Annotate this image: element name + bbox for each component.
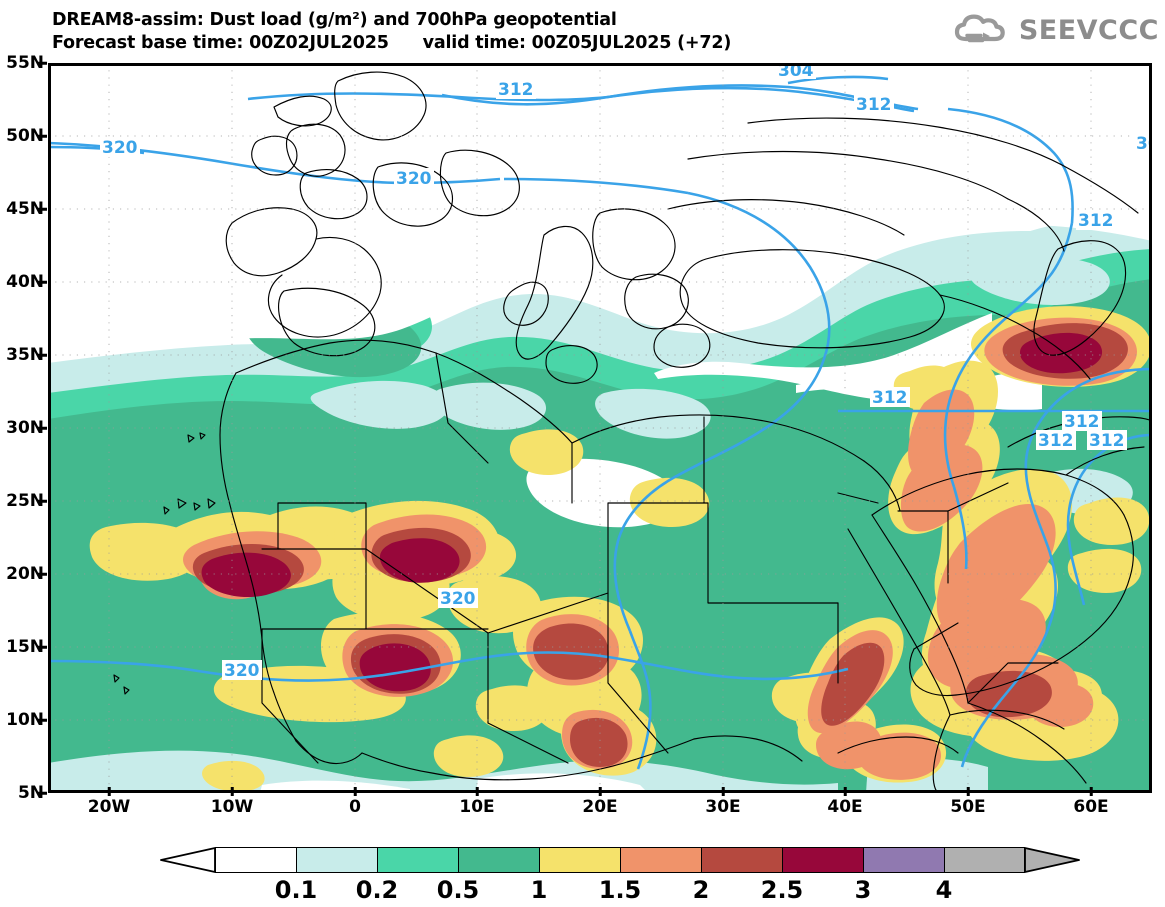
ytick-35N: 35N <box>6 345 44 365</box>
colorbar-tick-3: 3 <box>854 876 872 904</box>
svg-text:312: 312 <box>1038 431 1074 451</box>
colorbar-cell-8 <box>863 847 944 873</box>
colorbar-tick-2: 2 <box>692 876 710 904</box>
colorbar-tick-2.5: 2.5 <box>760 876 804 904</box>
colorbar-cell-0 <box>215 847 296 873</box>
colorbar-cell-4 <box>539 847 620 873</box>
svg-text:312: 312 <box>872 388 908 408</box>
xtick-10E: 10E <box>459 797 495 817</box>
time-line: Forecast base time: 00Z02JUL2025 valid ti… <box>52 32 731 55</box>
ytick-55N: 55N <box>6 53 44 73</box>
contour-label-group: 312 312 304 320 320 30 312 312 312 312 3… <box>100 63 1152 681</box>
xtick-30E: 30E <box>705 797 741 817</box>
colorbar-cell-9 <box>944 847 1025 873</box>
colorbar-cell-3 <box>458 847 539 873</box>
colorbar: 0.1 0.2 0.5 1 1.5 2 2.5 3 4 <box>0 840 1165 907</box>
header: DREAM8-assim: Dust load (g/m²) and 700hP… <box>0 0 1165 58</box>
svg-text:312: 312 <box>856 95 892 115</box>
ytick-40N: 40N <box>6 272 44 292</box>
coastlines-and-borders <box>113 71 1152 793</box>
colorbar-tick-4: 4 <box>935 876 953 904</box>
svg-text:312: 312 <box>1078 211 1114 231</box>
svg-text:320: 320 <box>102 138 138 158</box>
svg-text:312: 312 <box>498 80 534 100</box>
plot-frame <box>48 63 1152 793</box>
xtick-60E: 60E <box>1073 797 1109 817</box>
colorbar-cell-2 <box>377 847 458 873</box>
cloud-wind-icon <box>954 14 1005 43</box>
colorbar-tick-0.1: 0.1 <box>274 876 318 904</box>
colorbar-cell-7 <box>782 847 863 873</box>
colorbar-tick-0.5: 0.5 <box>436 876 480 904</box>
valid-time: valid time: 00Z05JUL2025 (+72) <box>422 33 732 53</box>
dust-load-map: 312 312 304 320 320 30 312 312 312 312 3… <box>48 63 1152 793</box>
chart-title: DREAM8-assim: Dust load (g/m²) and 700hP… <box>52 10 617 30</box>
xtick-40E: 40E <box>827 797 863 817</box>
title-block: DREAM8-assim: Dust load (g/m²) and 700hP… <box>52 9 731 55</box>
svg-text:312: 312 <box>1064 412 1100 432</box>
colorbar-tick-1.5: 1.5 <box>598 876 642 904</box>
colorbar-under-arrow <box>160 847 216 873</box>
xtick-50E: 50E <box>950 797 986 817</box>
ytick-20N: 20N <box>6 564 44 584</box>
svg-text:312: 312 <box>1089 431 1125 451</box>
colorbar-tick-0.2: 0.2 <box>355 876 399 904</box>
ytick-50N: 50N <box>6 126 44 146</box>
ytick-10N: 10N <box>6 710 44 730</box>
xtick-0: 0 <box>349 797 361 817</box>
xtick-20E: 20E <box>582 797 618 817</box>
xtick-20W: 20W <box>87 797 131 817</box>
xtick-10W: 10W <box>210 797 254 817</box>
svg-text:304: 304 <box>778 63 814 81</box>
forecast-base-time: Forecast base time: 00Z02JUL2025 <box>52 33 389 53</box>
ytick-45N: 45N <box>6 199 44 219</box>
colorbar-tick-1: 1 <box>530 876 548 904</box>
logo-text: SEEVCCC <box>1018 14 1159 46</box>
colorbar-over-arrow <box>1024 847 1080 873</box>
colorbar-cell-1 <box>296 847 377 873</box>
colorbar-cell-6 <box>701 847 782 873</box>
colorbar-cell-5 <box>620 847 701 873</box>
svg-text:320: 320 <box>224 661 260 681</box>
svg-text:30: 30 <box>1136 134 1152 154</box>
svg-text:320: 320 <box>396 169 432 189</box>
seevccc-logo: SEEVCCC <box>952 10 1159 50</box>
ytick-15N: 15N <box>6 637 44 657</box>
ytick-5N: 5N <box>17 783 44 803</box>
ytick-30N: 30N <box>6 418 44 438</box>
svg-text:320: 320 <box>440 589 476 609</box>
map-plot-area[interactable]: 312 312 304 320 320 30 312 312 312 312 3… <box>48 63 1152 793</box>
ytick-25N: 25N <box>6 491 44 511</box>
colorbar-cells <box>215 847 1025 873</box>
